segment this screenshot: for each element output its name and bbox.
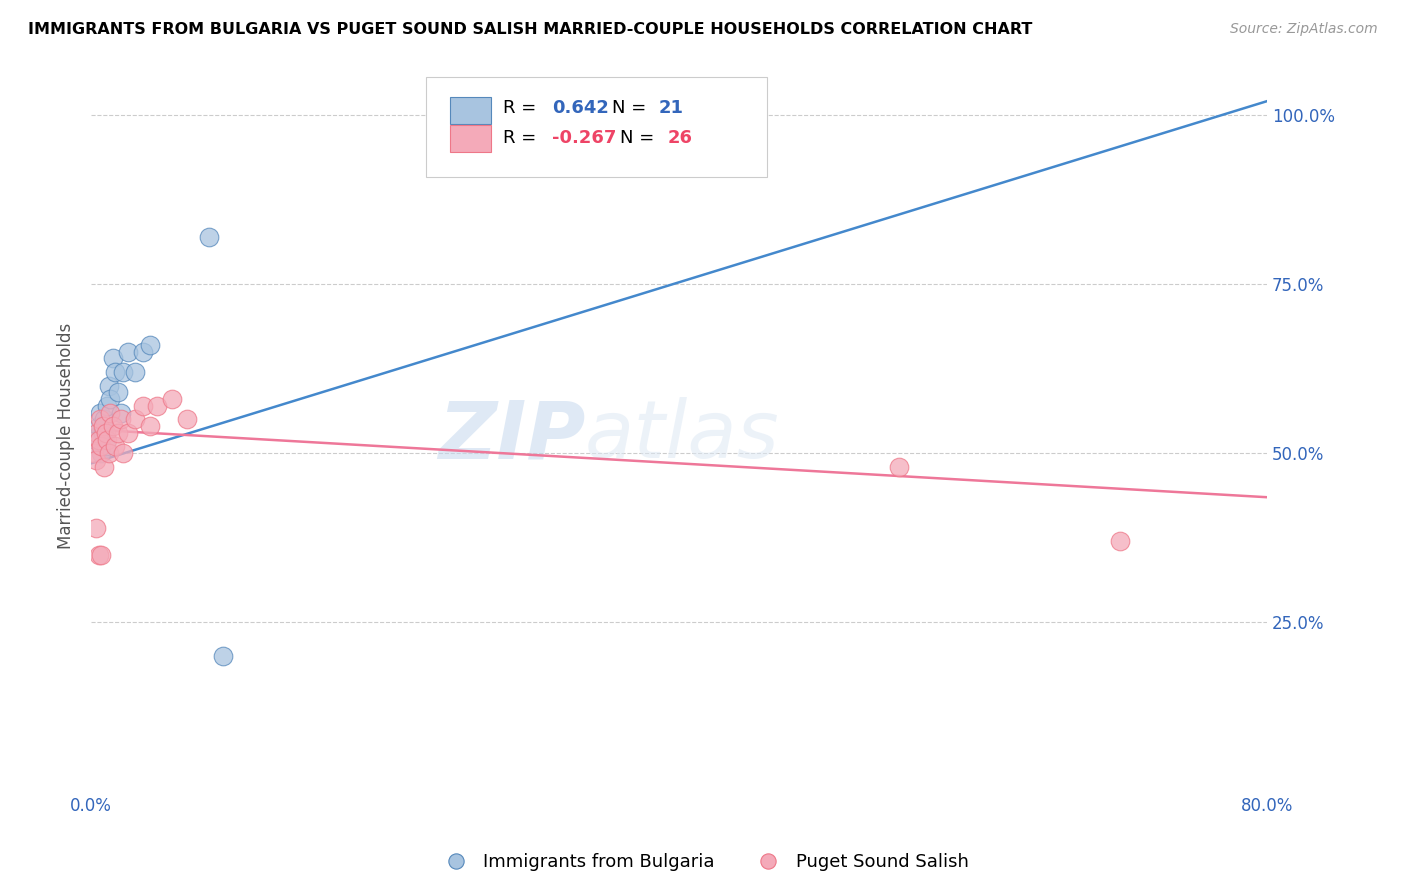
Text: R =: R =	[503, 99, 541, 117]
Point	[103, 351, 125, 366]
Text: IMMIGRANTS FROM BULGARIA VS PUGET SOUND SALISH MARRIED-COUPLE HOUSEHOLDS CORRELA: IMMIGRANTS FROM BULGARIA VS PUGET SOUND …	[28, 22, 1032, 37]
Point	[131, 399, 153, 413]
Y-axis label: Married-couple Households: Married-couple Households	[58, 323, 75, 549]
Point	[94, 439, 117, 453]
FancyBboxPatch shape	[426, 78, 768, 177]
Point	[91, 425, 114, 440]
Text: 21: 21	[659, 99, 685, 117]
Point	[98, 406, 121, 420]
Point	[90, 439, 112, 453]
Point	[124, 412, 146, 426]
Text: 26: 26	[668, 129, 692, 147]
Point	[87, 548, 110, 562]
Point	[139, 419, 162, 434]
Point	[124, 365, 146, 379]
FancyBboxPatch shape	[450, 125, 491, 152]
Point	[117, 344, 139, 359]
Point	[84, 433, 107, 447]
Point	[160, 392, 183, 406]
Point	[93, 459, 115, 474]
Point	[90, 548, 112, 562]
Point	[103, 419, 125, 434]
Point	[131, 344, 153, 359]
Point	[87, 419, 110, 434]
Point	[96, 399, 118, 413]
Point	[87, 433, 110, 447]
Point	[94, 425, 117, 440]
Point	[107, 385, 129, 400]
Point	[112, 365, 135, 379]
Point	[93, 412, 115, 426]
Point	[112, 446, 135, 460]
Text: Source: ZipAtlas.com: Source: ZipAtlas.com	[1230, 22, 1378, 37]
Point	[90, 446, 112, 460]
Point	[117, 425, 139, 440]
Text: R =: R =	[503, 129, 541, 147]
Point	[146, 399, 169, 413]
Point	[197, 229, 219, 244]
Point	[91, 419, 114, 434]
Text: ZIP: ZIP	[437, 397, 585, 475]
Point	[110, 412, 132, 426]
Point	[98, 392, 121, 406]
Point	[83, 446, 105, 460]
Legend: R =  0.642    N =  21, R = -0.267    N =  26: R = 0.642 N = 21, R = -0.267 N = 26	[447, 94, 692, 155]
Text: -0.267: -0.267	[553, 129, 616, 147]
Point	[104, 439, 127, 453]
Point	[96, 433, 118, 447]
Point	[139, 338, 162, 352]
Text: N =: N =	[612, 99, 652, 117]
Point	[110, 406, 132, 420]
Point	[86, 425, 108, 440]
Point	[889, 459, 911, 474]
FancyBboxPatch shape	[450, 96, 491, 123]
Text: atlas: atlas	[585, 397, 780, 475]
Point	[104, 365, 127, 379]
Point	[97, 378, 120, 392]
Legend: Immigrants from Bulgaria, Puget Sound Salish: Immigrants from Bulgaria, Puget Sound Sa…	[430, 847, 976, 879]
Point	[107, 425, 129, 440]
Text: 0.642: 0.642	[553, 99, 609, 117]
Point	[1109, 534, 1132, 549]
Point	[89, 412, 111, 426]
Point	[84, 453, 107, 467]
Point	[89, 406, 111, 420]
Text: N =: N =	[620, 129, 661, 147]
Point	[97, 446, 120, 460]
Point	[176, 412, 198, 426]
Point	[212, 649, 235, 664]
Point	[84, 521, 107, 535]
